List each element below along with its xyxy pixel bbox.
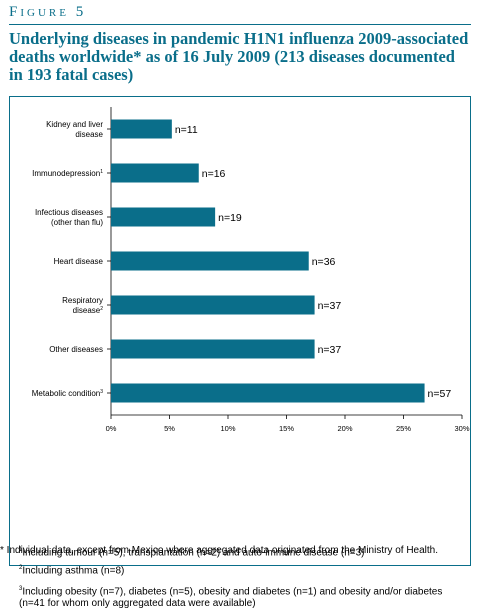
footnote-1-text: Including tumour (n=5), transplantation … — [22, 547, 365, 559]
figure-label: Figure 5 — [9, 4, 87, 20]
category-label: disease — [75, 130, 103, 139]
value-label: n=36 — [312, 256, 336, 268]
footnote-1: 1Including tumour (n=5), transplantation… — [19, 544, 464, 559]
value-label: n=19 — [218, 212, 242, 224]
category-sup: 3 — [100, 389, 103, 395]
x-tick-label: 20% — [337, 424, 352, 433]
value-label: n=37 — [318, 344, 342, 356]
chart-title: Underlying diseases in pandemic H1N1 inf… — [9, 29, 469, 84]
bar — [111, 207, 216, 227]
bar — [111, 339, 315, 359]
category-label: (other than flu) — [51, 218, 103, 227]
footnote-2-marker: 2 — [19, 565, 23, 571]
footnote-2: 2Including asthma (n=8) — [19, 562, 464, 577]
value-label: n=16 — [202, 168, 226, 180]
category-label: Heart disease — [54, 257, 104, 266]
footnote-asterisk: * Individual data, except from Mexico wh… — [0, 545, 439, 556]
value-label: n=37 — [318, 300, 342, 312]
footnote-3-text: Including obesity (n=7), diabetes (n=5),… — [19, 586, 443, 610]
bar — [111, 295, 315, 315]
value-label: n=11 — [175, 124, 198, 136]
header-rule — [9, 24, 471, 25]
bar — [111, 383, 425, 403]
x-tick-label: 25% — [396, 424, 411, 433]
bar — [111, 119, 172, 139]
bar — [111, 163, 199, 183]
footnote-1-marker: 1 — [19, 547, 23, 553]
x-tick-label: 5% — [164, 424, 175, 433]
category-sup: 2 — [100, 306, 103, 312]
category-label: Respiratory — [62, 296, 103, 305]
x-tick-label: 15% — [279, 424, 294, 433]
category-sup: 1 — [100, 169, 103, 175]
category-label: Other diseases — [49, 345, 103, 354]
x-tick-label: 30% — [454, 424, 469, 433]
category-label: Metabolic condition3 — [32, 389, 103, 398]
x-tick-label: 0% — [106, 424, 117, 433]
value-label: n=57 — [428, 388, 452, 400]
category-label: Kidney and liver — [46, 120, 103, 129]
footnote-3: 3Including obesity (n=7), diabetes (n=5)… — [19, 583, 464, 610]
x-tick-label: 10% — [220, 424, 235, 433]
chart-panel: 0% 5% 10% 15% 20% 25% 30% n=11 Kidney and liver d… — [9, 96, 471, 609]
category-label: disease2 — [73, 306, 104, 315]
bar — [111, 251, 309, 271]
category-label: Immunodepression1 — [32, 169, 103, 178]
category-label: Infectious diseases — [35, 208, 103, 217]
